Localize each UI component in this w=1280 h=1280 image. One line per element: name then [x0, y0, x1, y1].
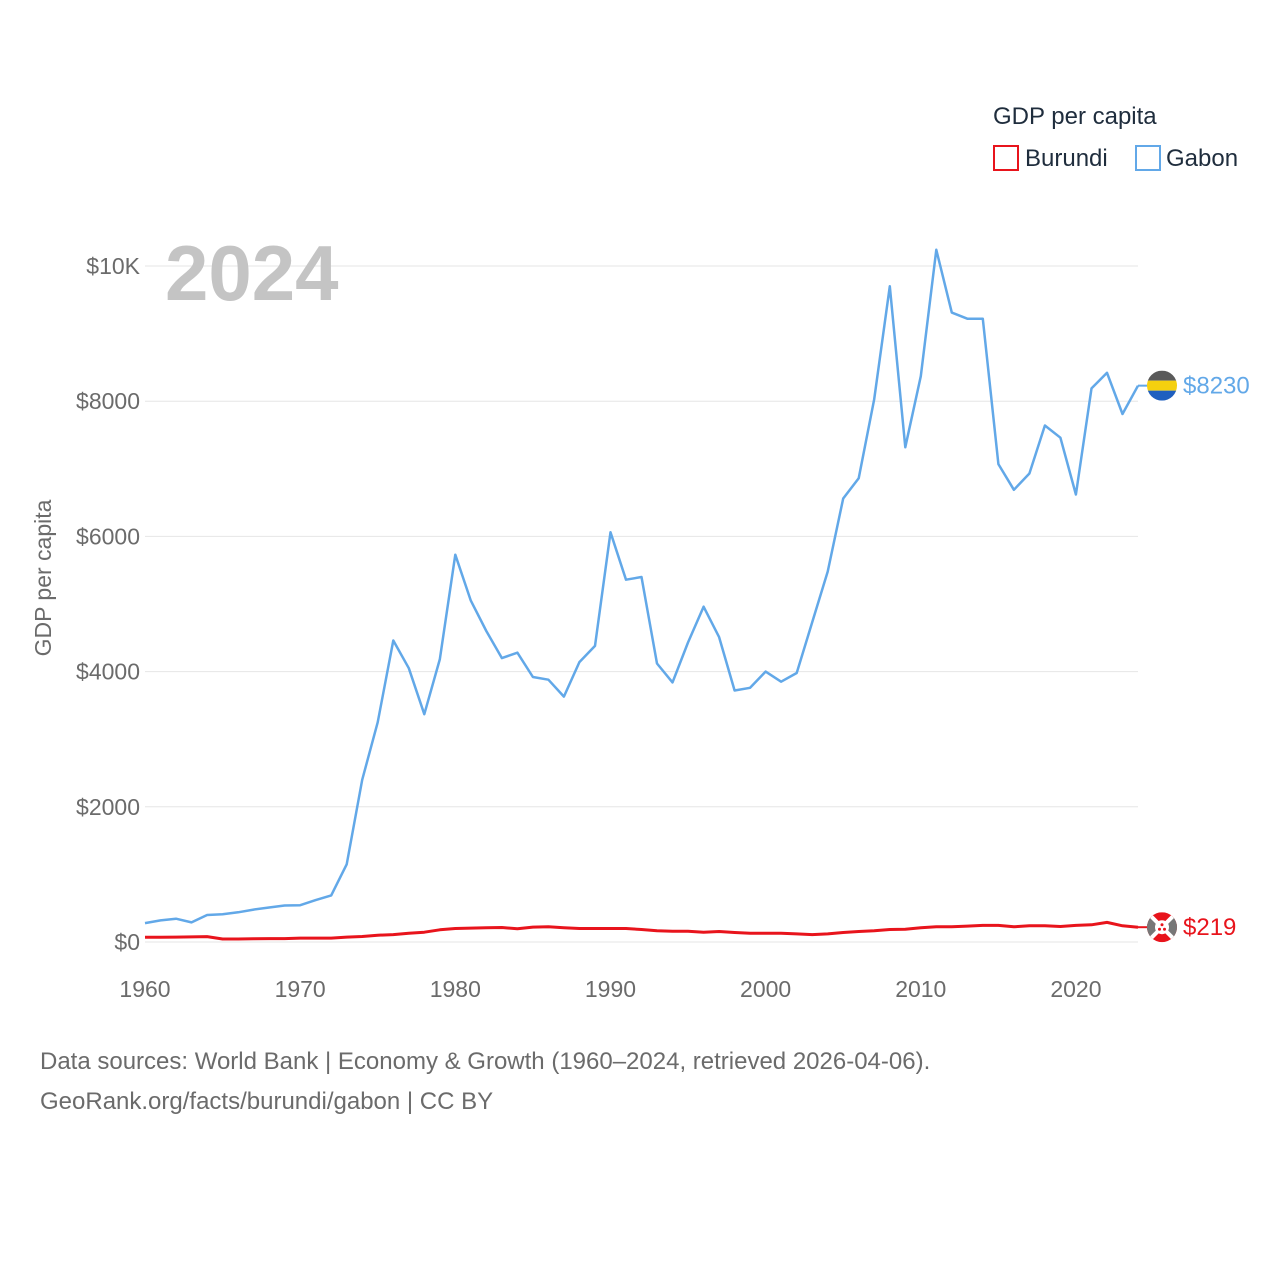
- series-line-burundi: [144, 920, 1139, 941]
- burundi-end-value: $219: [1183, 914, 1236, 941]
- legend: GDP per capita Burundi Gabon: [993, 103, 1238, 172]
- x-tick-label: 1970: [275, 976, 326, 1002]
- gabon-end-value: $8230: [1183, 373, 1250, 400]
- y-tick-label: $2000: [76, 794, 140, 820]
- y-tick-label: $4000: [76, 659, 140, 685]
- x-tick-label: 1960: [119, 976, 170, 1002]
- grid-lines: [145, 265, 1138, 943]
- x-tick-label: 2000: [740, 976, 791, 1002]
- x-tick-label: 1980: [430, 976, 481, 1002]
- source-url-text: GeoRank.org/facts/burundi/gabon | CC BY: [40, 1088, 494, 1115]
- x-tick-label: 2020: [1050, 976, 1101, 1002]
- y-tick-label: $6000: [76, 523, 140, 549]
- y-tick-label: $10K: [86, 253, 140, 279]
- x-tick-label: 2010: [895, 976, 946, 1002]
- y-tick-label: $0: [114, 929, 140, 955]
- footer: Data sources: World Bank | Economy & Gro…: [40, 1042, 930, 1122]
- legend-swatch-gabon[interactable]: [1135, 145, 1161, 171]
- legend-label-gabon[interactable]: Gabon: [1166, 145, 1238, 172]
- legend-label-burundi[interactable]: Burundi: [1025, 145, 1108, 172]
- series-lines: [144, 248, 1148, 941]
- year-label: 2024: [165, 229, 339, 317]
- y-tick-label: $8000: [76, 388, 140, 414]
- data-source-text: Data sources: World Bank | Economy & Gro…: [40, 1048, 931, 1075]
- legend-title: GDP per capita: [993, 103, 1157, 130]
- x-tick-label: 1990: [585, 976, 636, 1002]
- y-axis-title: GDP per capita: [30, 499, 56, 656]
- x-axis-ticks: 1960 1970 1980 1990 2000 2010 2020: [119, 976, 1101, 1002]
- burundi-flag-icon: [1147, 912, 1177, 943]
- legend-swatch-burundi[interactable]: [993, 145, 1019, 171]
- gabon-flag-icon: [1147, 370, 1177, 401]
- series-line-gabon: [144, 248, 1140, 925]
- y-axis-ticks: $0 $2000 $4000 $6000 $8000 $10K: [76, 253, 141, 955]
